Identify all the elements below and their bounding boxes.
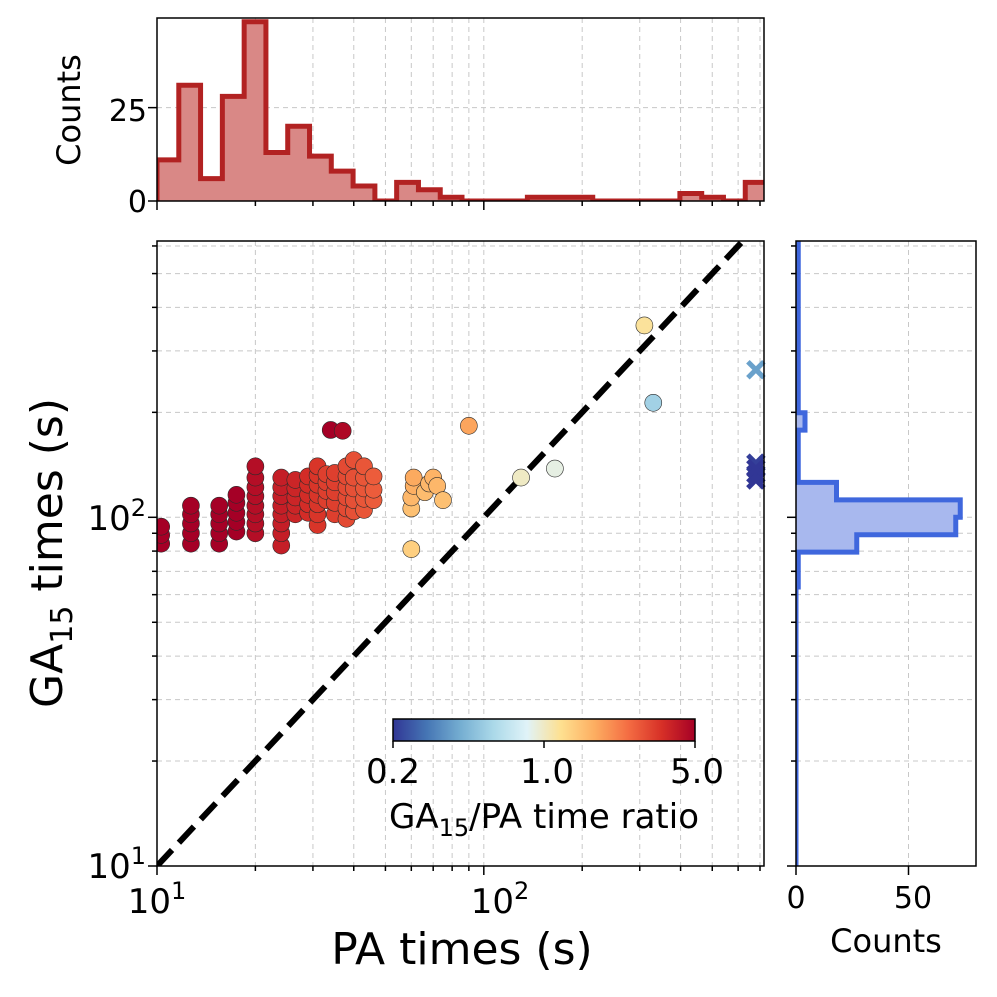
- scatter-point: [404, 468, 423, 487]
- colorbar-tick-label: 0.2: [366, 752, 420, 792]
- scatter-cross-marker: [746, 359, 766, 380]
- top-y-tick-label-0: 0: [128, 185, 147, 220]
- main-ticks: [148, 245, 761, 875]
- scatter-point: [644, 393, 663, 412]
- right-ticks: [787, 245, 910, 875]
- y-tick-label-10: 101: [87, 842, 146, 887]
- colorbar-tick-label: 1.0: [520, 752, 574, 792]
- scatter-point: [635, 316, 654, 335]
- scatter-point: [512, 468, 530, 487]
- colorbar-label: GA15/PA time ratio: [389, 797, 699, 842]
- right-x-tick-label-0: 0: [786, 881, 805, 916]
- colorbar: 0.2 1.0 5.0 GA15/PA time ratio: [366, 718, 724, 842]
- colorbar-tick-label: 5.0: [670, 752, 724, 792]
- scatter-point: [246, 457, 265, 476]
- top-axes-frame: [156, 17, 765, 202]
- scatter-point: [182, 496, 200, 515]
- x-tick-label-100: 102: [471, 877, 530, 922]
- scatter-point: [333, 422, 352, 440]
- scatter-point: [434, 491, 452, 509]
- top-histogram-panel: 0 25 Counts: [50, 17, 765, 220]
- top-histogram-step: [157, 19, 764, 201]
- scatter-points: [157, 316, 663, 559]
- main-scatter-panel: 101 102 101 102 PA times (s) GA15 times …: [22, 240, 766, 975]
- scatter-point: [210, 496, 229, 515]
- right-histogram-step: [796, 241, 963, 866]
- scatter-crosses: [746, 359, 766, 490]
- scatter-point: [460, 416, 478, 435]
- top-y-tick-label-25: 25: [109, 94, 147, 129]
- right-axes-frame: [795, 240, 977, 867]
- scatter-cross-marker: [746, 464, 766, 484]
- main-axes-frame: [156, 240, 765, 867]
- right-x-axis-label: Counts: [830, 922, 942, 960]
- x-axis-label: PA times (s): [331, 924, 592, 975]
- scatter-point: [364, 467, 383, 486]
- scatter-point: [402, 540, 421, 559]
- top-y-axis-label: Counts: [50, 54, 88, 166]
- x-tick-label-10: 101: [128, 877, 187, 922]
- y-axis-label: GA15 times (s): [22, 398, 80, 708]
- right-histogram-panel: 0 50 Counts: [786, 240, 977, 960]
- scatter-cross-marker: [746, 458, 766, 479]
- identity-diagonal-line: [157, 241, 747, 866]
- right-x-tick-label-50: 50: [894, 881, 932, 916]
- colorbar-gradient-bar: [392, 718, 696, 742]
- top-histogram-fill: [157, 21, 764, 201]
- y-tick-label-100: 102: [87, 494, 146, 539]
- scatter-point: [227, 486, 246, 504]
- scatter-point: [157, 517, 170, 536]
- top-ticks: [148, 106, 761, 210]
- scatter-point: [546, 459, 564, 478]
